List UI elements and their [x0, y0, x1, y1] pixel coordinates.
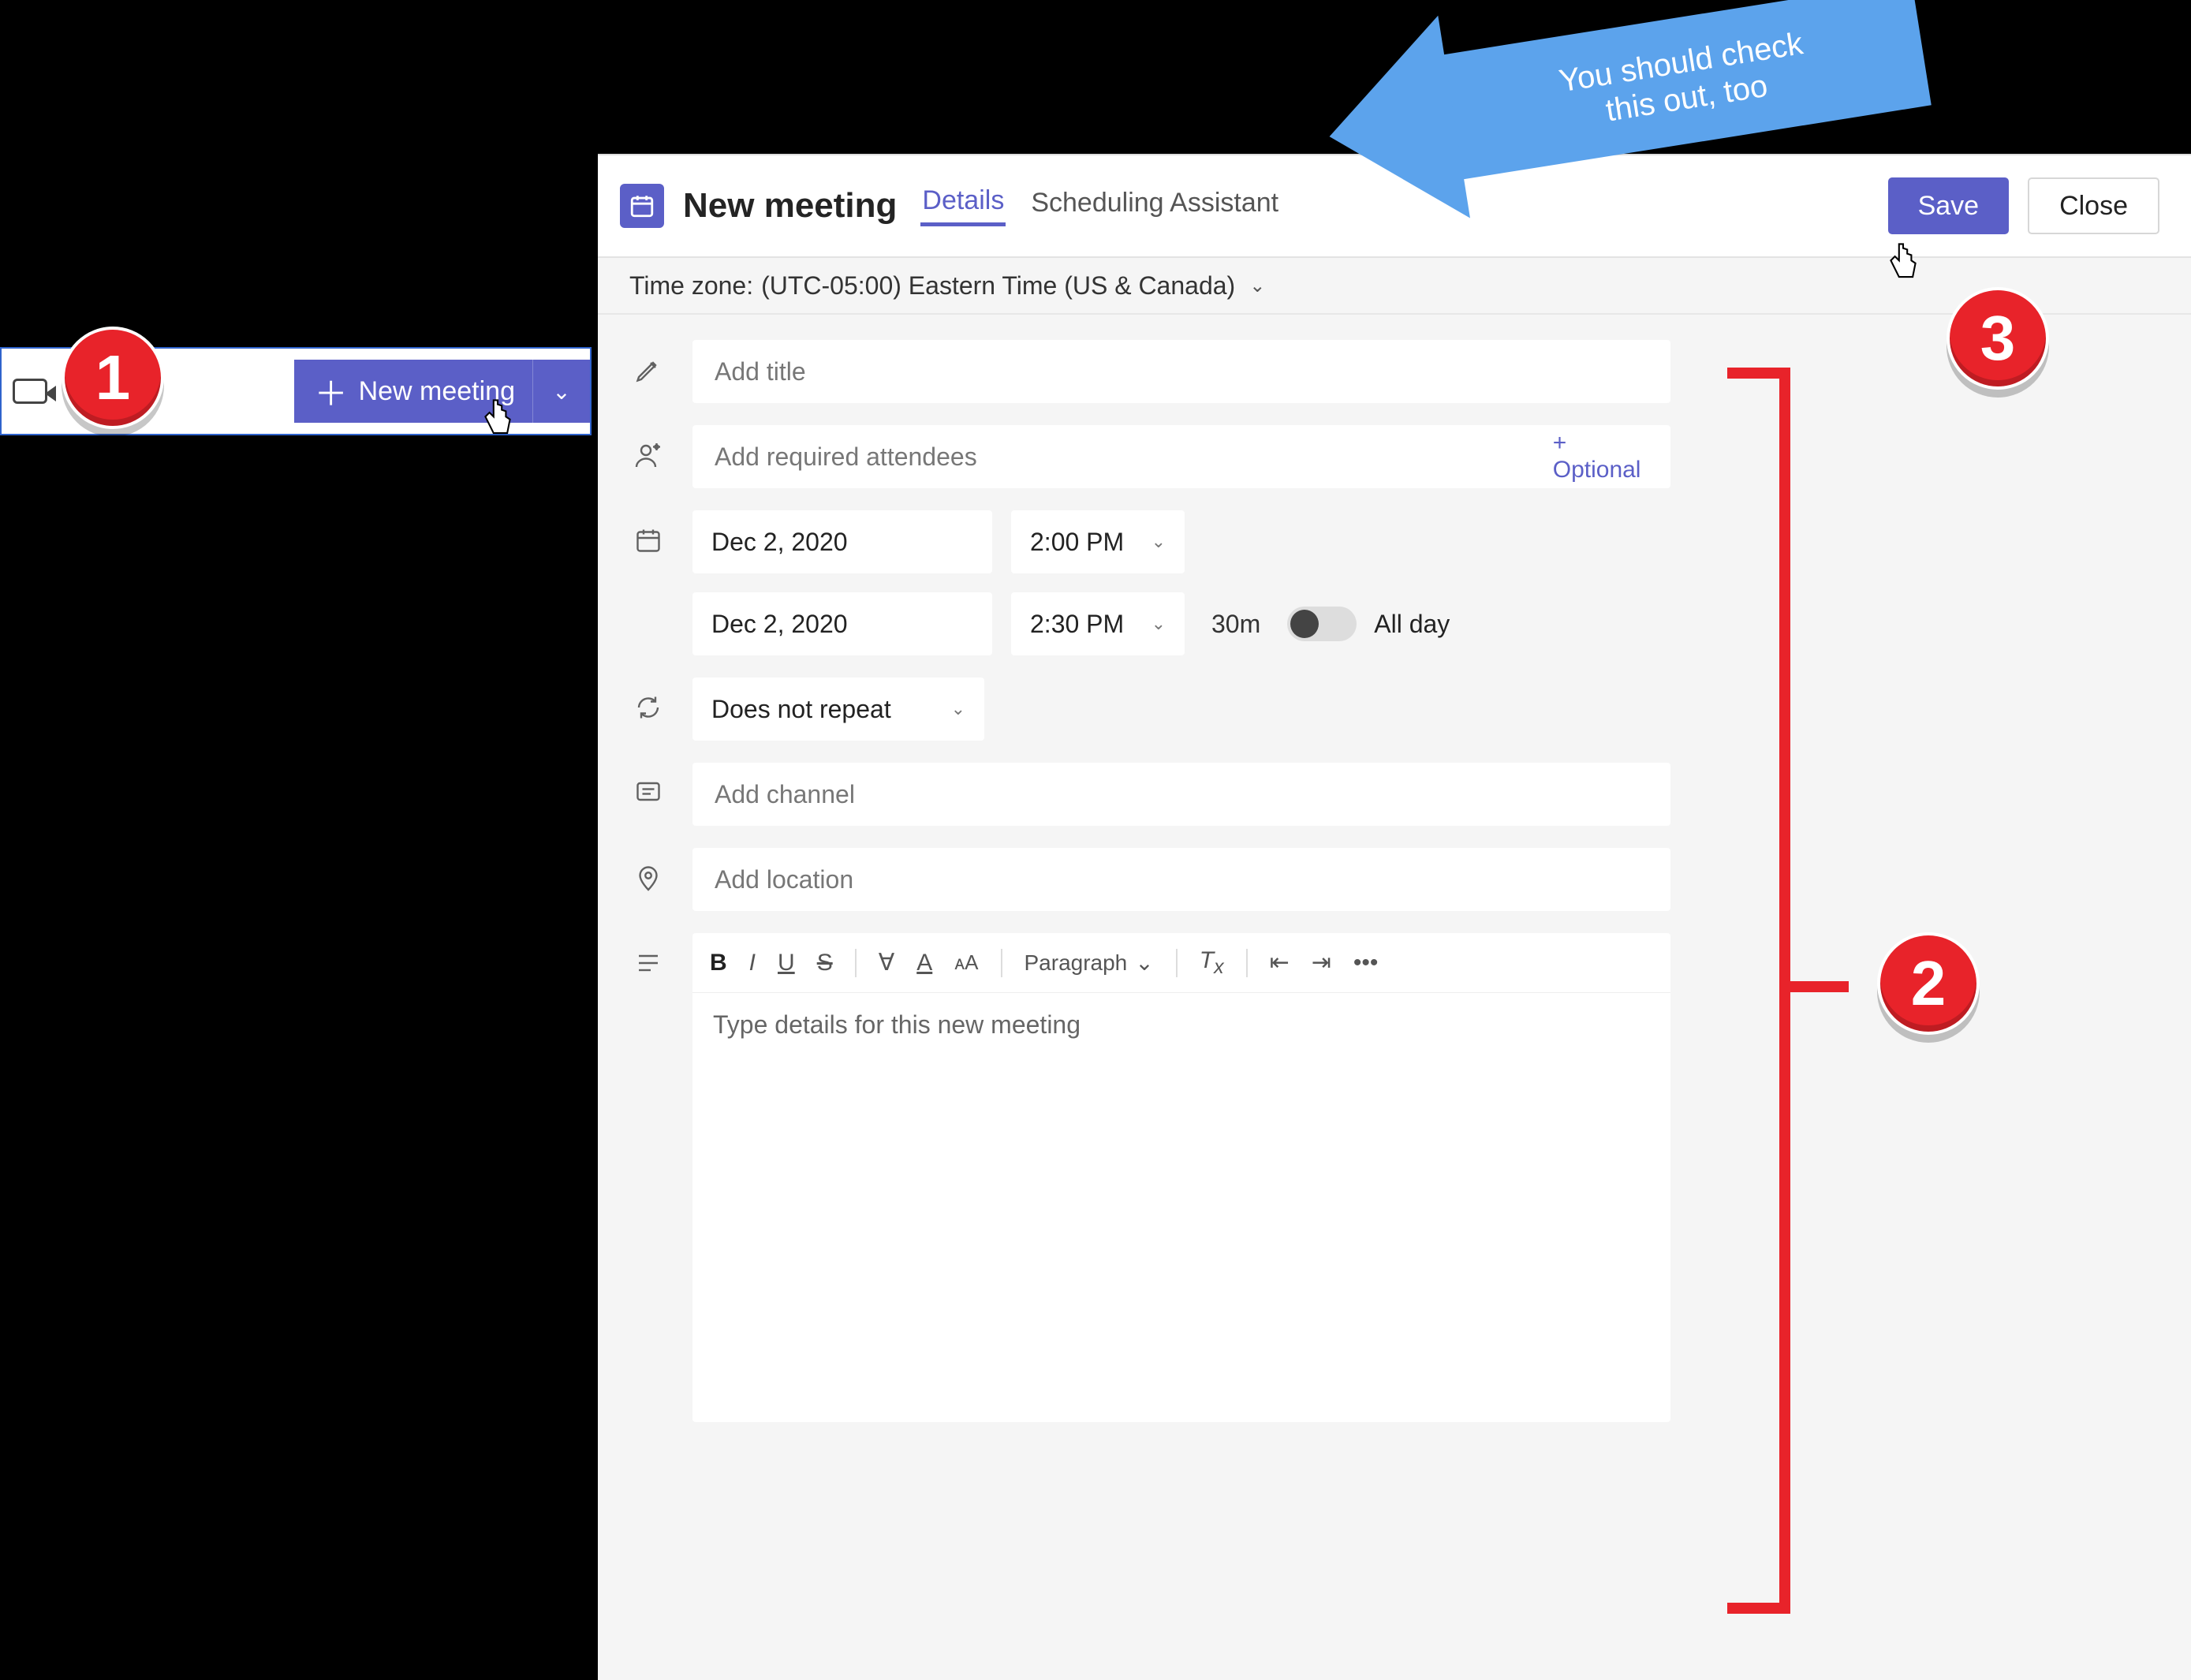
calendar-app-icon: [620, 184, 664, 228]
annotation-badge-1: 1: [62, 327, 164, 429]
meeting-form: + Optional Dec 2, 2020 2:00 PM ⌄: [598, 315, 2191, 1422]
tab-scheduling-assistant[interactable]: Scheduling Assistant: [1029, 188, 1280, 225]
close-button[interactable]: Close: [2028, 177, 2159, 234]
cursor-icon: [481, 398, 514, 439]
all-day-toggle[interactable]: [1287, 607, 1357, 641]
end-time-value: 2:30 PM: [1030, 610, 1124, 639]
location-field[interactable]: [692, 848, 1670, 911]
end-date-picker[interactable]: Dec 2, 2020: [692, 592, 992, 655]
strike-button[interactable]: S: [817, 950, 833, 976]
duration-label: 30m: [1211, 610, 1260, 639]
save-button[interactable]: Save: [1888, 177, 2010, 234]
annotation-badge-2: 2: [1877, 932, 1980, 1035]
timezone-label: Time zone:: [629, 271, 753, 301]
calendar-icon: [629, 521, 667, 559]
toolbar-separator: [1246, 949, 1248, 977]
pencil-icon: [629, 351, 667, 389]
new-meeting-dialog: New meeting Details Scheduling Assistant…: [598, 154, 2191, 1680]
description-body[interactable]: Type details for this new meeting: [692, 993, 1670, 1057]
text-color-button[interactable]: A: [916, 950, 932, 976]
bold-button[interactable]: B: [710, 950, 727, 976]
indent-button[interactable]: ⇥: [1312, 949, 1331, 976]
outdent-button[interactable]: ⇤: [1270, 949, 1290, 976]
start-time-value: 2:00 PM: [1030, 528, 1124, 557]
add-optional-link[interactable]: + Optional: [1553, 430, 1650, 483]
chevron-down-icon: ⌄: [1151, 614, 1166, 634]
paragraph-style-picker[interactable]: Paragraph ⌄: [1025, 950, 1154, 976]
chevron-down-icon: ⌄: [1135, 950, 1153, 976]
title-field[interactable]: [692, 340, 1670, 403]
rich-text-toolbar: B I U S ∀ A ᴀA Paragraph ⌄ Tx: [692, 933, 1670, 993]
clear-format-button[interactable]: Tx: [1200, 947, 1224, 979]
row-location: [629, 848, 2159, 911]
meet-now-icon[interactable]: [13, 379, 47, 404]
highlight-button[interactable]: ∀: [879, 949, 895, 976]
channel-icon: [629, 774, 667, 812]
dialog-title: New meeting: [683, 186, 897, 226]
toolbar-separator: [1001, 949, 1002, 977]
cursor-icon: [1887, 241, 1920, 282]
end-time-picker[interactable]: 2:30 PM ⌄: [1011, 592, 1185, 655]
repeat-picker[interactable]: Does not repeat ⌄: [692, 678, 984, 741]
chevron-down-icon: ⌄: [1249, 274, 1265, 297]
more-button[interactable]: •••: [1353, 950, 1379, 976]
annotation-badge-3: 3: [1947, 287, 2049, 390]
channel-field[interactable]: [692, 763, 1670, 826]
row-attendees: + Optional: [629, 425, 2159, 488]
row-title: [629, 340, 2159, 403]
font-size-button[interactable]: ᴀA: [954, 950, 978, 975]
attendees-field[interactable]: + Optional: [692, 425, 1670, 488]
repeat-icon: [629, 689, 667, 726]
chevron-down-icon: ⌄: [552, 379, 570, 405]
start-date-picker[interactable]: Dec 2, 2020: [692, 510, 992, 573]
annotation-bracket-tick: [1790, 981, 1849, 992]
description-icon: [629, 944, 667, 982]
annotation-bracket: [1727, 368, 1790, 1614]
plus-icon: ＋: [315, 368, 348, 416]
end-date-value: Dec 2, 2020: [711, 610, 848, 639]
timezone-value: (UTC-05:00) Eastern Time (US & Canada): [761, 271, 1235, 301]
paragraph-label: Paragraph: [1025, 950, 1128, 976]
start-time-picker[interactable]: 2:00 PM ⌄: [1011, 510, 1185, 573]
location-icon: [629, 859, 667, 897]
all-day-label: All day: [1374, 610, 1450, 639]
timezone-selector[interactable]: Time zone: (UTC-05:00) Eastern Time (US …: [598, 258, 2191, 315]
description-editor[interactable]: B I U S ∀ A ᴀA Paragraph ⌄ Tx: [692, 933, 1670, 1422]
toolbar-separator: [1176, 949, 1178, 977]
attendees-input[interactable]: [713, 442, 1553, 472]
chevron-down-icon: ⌄: [1151, 532, 1166, 552]
new-meeting-dropdown[interactable]: ⌄: [533, 360, 590, 423]
start-date-value: Dec 2, 2020: [711, 528, 848, 557]
title-input[interactable]: [713, 357, 1650, 387]
tab-details[interactable]: Details: [920, 185, 1006, 226]
channel-input[interactable]: [713, 779, 1650, 810]
row-datetime: Dec 2, 2020 2:00 PM ⌄ Dec 2, 2020 2:30 P…: [629, 510, 2159, 655]
row-repeat: Does not repeat ⌄: [629, 678, 2159, 741]
attendees-icon: [629, 436, 667, 474]
location-input[interactable]: [713, 864, 1650, 895]
toolbar-separator: [855, 949, 857, 977]
underline-button[interactable]: U: [778, 950, 795, 976]
italic-button[interactable]: I: [749, 950, 756, 976]
row-channel: [629, 763, 2159, 826]
chevron-down-icon: ⌄: [951, 699, 965, 719]
repeat-value: Does not repeat: [711, 695, 891, 724]
